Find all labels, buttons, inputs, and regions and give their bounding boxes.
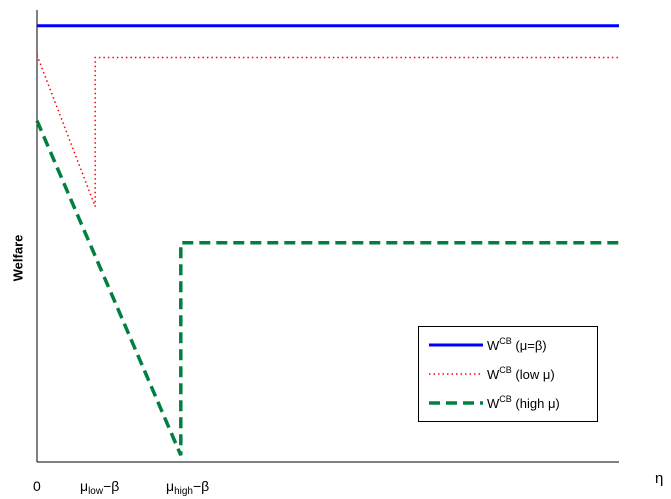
x-tick-0: 0 xyxy=(33,478,41,494)
x-axis-label: η xyxy=(655,470,664,487)
legend-entry-low-mu: WCB (low μ) xyxy=(419,362,597,386)
legend-entry-high-mu: WCB (high μ) xyxy=(419,391,597,415)
series-layer xyxy=(35,24,619,456)
x-tick-mu-high-beta: μhigh−β xyxy=(166,478,210,497)
legend-label: WCB (low μ) xyxy=(487,365,555,382)
legend: WCB (μ=β) WCB (low μ) WCB (high μ) xyxy=(418,326,598,422)
y-axis-label: Welfare xyxy=(10,234,26,282)
axes xyxy=(36,10,619,463)
series-line-1 xyxy=(36,54,619,207)
legend-label: WCB (μ=β) xyxy=(487,336,547,353)
x-tick-mu-low-beta: μlow−β xyxy=(80,478,120,497)
legend-label: WCB (high μ) xyxy=(487,394,560,411)
legend-entry-mu-equals-beta: WCB (μ=β) xyxy=(419,333,597,357)
